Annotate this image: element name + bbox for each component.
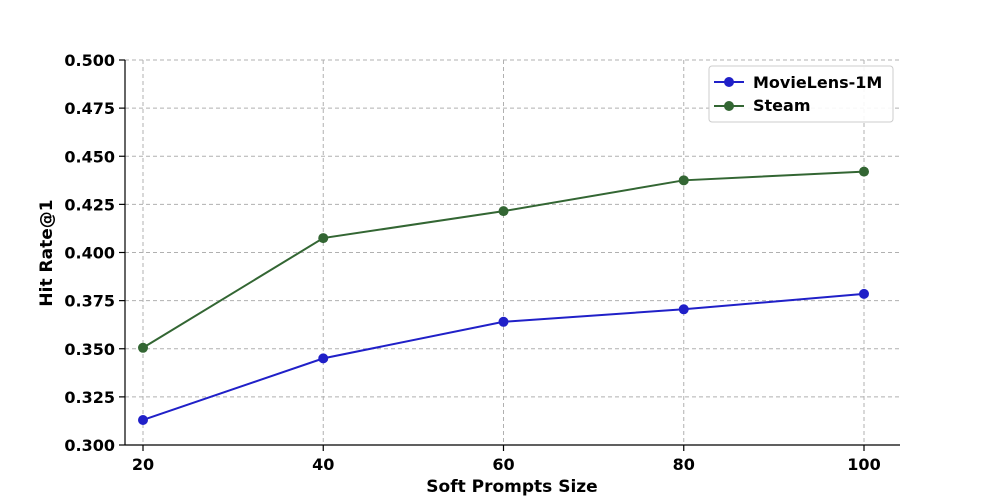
legend-marker-steam [724, 101, 734, 111]
y-tick-label: 0.400 [64, 244, 115, 263]
data-point-steam [678, 175, 689, 186]
x-tick-label: 60 [492, 455, 514, 474]
x-tick-label: 40 [312, 455, 334, 474]
y-tick-label: 0.375 [64, 292, 115, 311]
y-tick-label: 0.325 [64, 388, 115, 407]
data-point-movielens-1m [138, 414, 148, 425]
data-point-steam [138, 342, 148, 353]
x-ticks: 20 40 60 80 100 [132, 445, 881, 474]
y-ticks: 0.300 0.325 0.350 0.375 0.400 0.425 0.450 0.475… [64, 51, 125, 455]
legend-box [708, 65, 894, 123]
x-tick-label: 80 [673, 455, 695, 474]
data-point-movielens-1m [318, 353, 329, 364]
x-tick-label: 20 [132, 455, 154, 474]
series-group [138, 166, 869, 425]
y-tick-label: 0.450 [64, 147, 115, 166]
data-point-movielens-1m [678, 304, 689, 315]
grid [125, 59, 900, 446]
y-tick-label: 0.500 [64, 51, 115, 70]
data-point-steam [318, 233, 329, 244]
x-tick-label: 100 [847, 455, 880, 474]
y-tick-label: 0.425 [64, 195, 115, 214]
y-tick-label: 0.475 [64, 99, 115, 118]
y-tick-label: 0.350 [64, 340, 115, 359]
data-point-movielens-1m [859, 288, 869, 299]
data-point-steam [859, 166, 869, 177]
y-tick-label: 0.300 [64, 436, 115, 455]
legend-label-steam: Steam [753, 96, 811, 115]
legend-marker-movielens [724, 77, 734, 87]
legend-label-movielens: MovieLens-1M [753, 73, 882, 92]
data-point-movielens-1m [498, 316, 509, 327]
series-movielens-1m [138, 288, 869, 425]
x-axis-label: Soft Prompts Size [426, 477, 597, 497]
legend: MovieLens-1M Steam [708, 65, 894, 123]
y-axis-label: Hit Rate@1 [37, 199, 57, 306]
data-point-steam [498, 206, 509, 217]
series-steam [138, 166, 869, 353]
